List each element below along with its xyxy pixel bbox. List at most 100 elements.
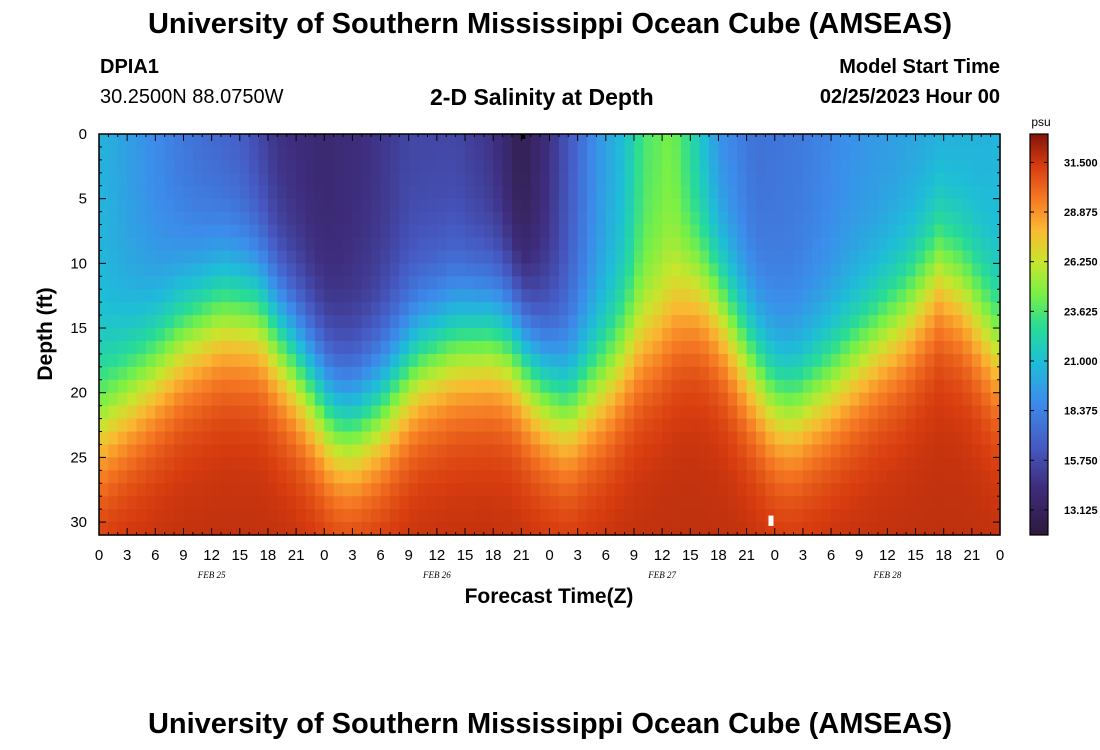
- heatmap-cell: [286, 353, 297, 368]
- heatmap-cell: [877, 444, 888, 458]
- heatmap-cell: [887, 146, 898, 161]
- heatmap-cell: [859, 353, 870, 368]
- heatmap-cell: [333, 237, 344, 252]
- heatmap-cell: [859, 392, 870, 407]
- heatmap-cell: [155, 198, 166, 213]
- heatmap-cell: [737, 159, 748, 174]
- heatmap-cell: [877, 483, 888, 497]
- heatmap-cell: [174, 224, 185, 239]
- heatmap-cell: [906, 431, 917, 446]
- heatmap-cell: [474, 405, 485, 420]
- heatmap-cell: [145, 185, 156, 200]
- heatmap-cell: [915, 276, 926, 290]
- heatmap-cell: [117, 224, 128, 239]
- heatmap-cell: [286, 302, 297, 316]
- heatmap-cell: [727, 263, 738, 277]
- heatmap-cell: [502, 211, 513, 226]
- heatmap-cell: [502, 146, 513, 161]
- heatmap-cell: [877, 172, 888, 187]
- heatmap-cell: [418, 418, 429, 433]
- heatmap-cell: [436, 379, 447, 394]
- heatmap-cell: [343, 172, 354, 187]
- heatmap-cell: [249, 418, 260, 433]
- heatmap-cell: [502, 457, 513, 471]
- heatmap-cell: [765, 483, 776, 497]
- heatmap-cell: [849, 392, 860, 407]
- heatmap-cell: [953, 366, 964, 381]
- heatmap-cell: [502, 302, 513, 316]
- heatmap-cell: [840, 483, 851, 497]
- heatmap-cell: [371, 340, 382, 355]
- heatmap-cell: [324, 431, 335, 446]
- heatmap-cell: [915, 198, 926, 213]
- heatmap-cell: [605, 353, 616, 368]
- heatmap-cell: [709, 159, 720, 174]
- heatmap-cell: [774, 263, 785, 277]
- heatmap-cell: [680, 328, 691, 342]
- y-tick-label: 15: [70, 320, 87, 337]
- heatmap-cell: [633, 418, 644, 433]
- heatmap-cell: [849, 444, 860, 458]
- heatmap-cell: [859, 405, 870, 420]
- heatmap-cell: [521, 289, 532, 303]
- heatmap-cell: [474, 328, 485, 342]
- heatmap-cell: [699, 418, 710, 433]
- heatmap-cell: [896, 185, 907, 200]
- heatmap-cell: [652, 405, 663, 420]
- heatmap-cell: [446, 276, 457, 290]
- heatmap-cell: [305, 366, 316, 381]
- heatmap-cell: [174, 340, 185, 355]
- heatmap-cell: [221, 198, 231, 213]
- heatmap-cell: [821, 418, 832, 433]
- heatmap-cell: [924, 185, 935, 200]
- heatmap-cell: [746, 159, 757, 174]
- heatmap-cell: [596, 276, 607, 290]
- colorbar: [1029, 133, 1049, 536]
- heatmap-cell: [511, 457, 522, 471]
- heatmap-cell: [230, 444, 241, 458]
- heatmap-cell: [671, 444, 682, 458]
- heatmap-cell: [746, 340, 757, 355]
- heatmap-cell: [877, 185, 888, 200]
- heatmap-cell: [896, 457, 907, 471]
- heatmap-cell: [230, 289, 241, 303]
- heatmap-cell: [615, 172, 626, 187]
- heatmap-cell: [99, 522, 109, 536]
- heatmap-cell: [831, 237, 842, 252]
- heatmap-cell: [859, 457, 870, 471]
- heatmap-cell: [774, 418, 785, 433]
- heatmap-cell: [267, 134, 278, 148]
- heatmap-cell: [493, 328, 504, 342]
- heatmap-cell: [906, 276, 917, 290]
- heatmap-cell: [859, 328, 870, 342]
- heatmap-cell: [784, 237, 795, 252]
- heatmap-cell: [127, 172, 138, 187]
- heatmap-cell: [117, 211, 128, 226]
- heatmap-cell: [465, 431, 476, 446]
- heatmap-cell: [840, 198, 851, 213]
- heatmap-cell: [343, 353, 354, 368]
- heatmap-cell: [483, 470, 494, 484]
- heatmap-cell: [530, 509, 541, 523]
- heatmap-cell: [859, 302, 870, 316]
- heatmap-cell: [202, 431, 213, 446]
- heatmap-cell: [859, 198, 870, 213]
- heatmap-cell: [587, 379, 598, 394]
- heatmap-cell: [774, 457, 785, 471]
- heatmap-cell: [859, 470, 870, 484]
- heatmap-cell: [314, 483, 325, 497]
- heatmap-cell: [896, 276, 907, 290]
- heatmap-cell: [465, 250, 476, 264]
- heatmap-cell: [99, 172, 109, 187]
- heatmap-cell: [633, 457, 644, 471]
- heatmap-cell: [962, 379, 973, 394]
- heatmap-cell: [990, 483, 1001, 497]
- heatmap-cell: [502, 483, 513, 497]
- heatmap-cell: [633, 379, 644, 394]
- heatmap-cell: [971, 444, 982, 458]
- heatmap-cell: [887, 185, 898, 200]
- heatmap-cell: [521, 457, 532, 471]
- heatmap-cell: [633, 328, 644, 342]
- heatmap-cell: [230, 496, 241, 510]
- heatmap-cell: [108, 172, 119, 187]
